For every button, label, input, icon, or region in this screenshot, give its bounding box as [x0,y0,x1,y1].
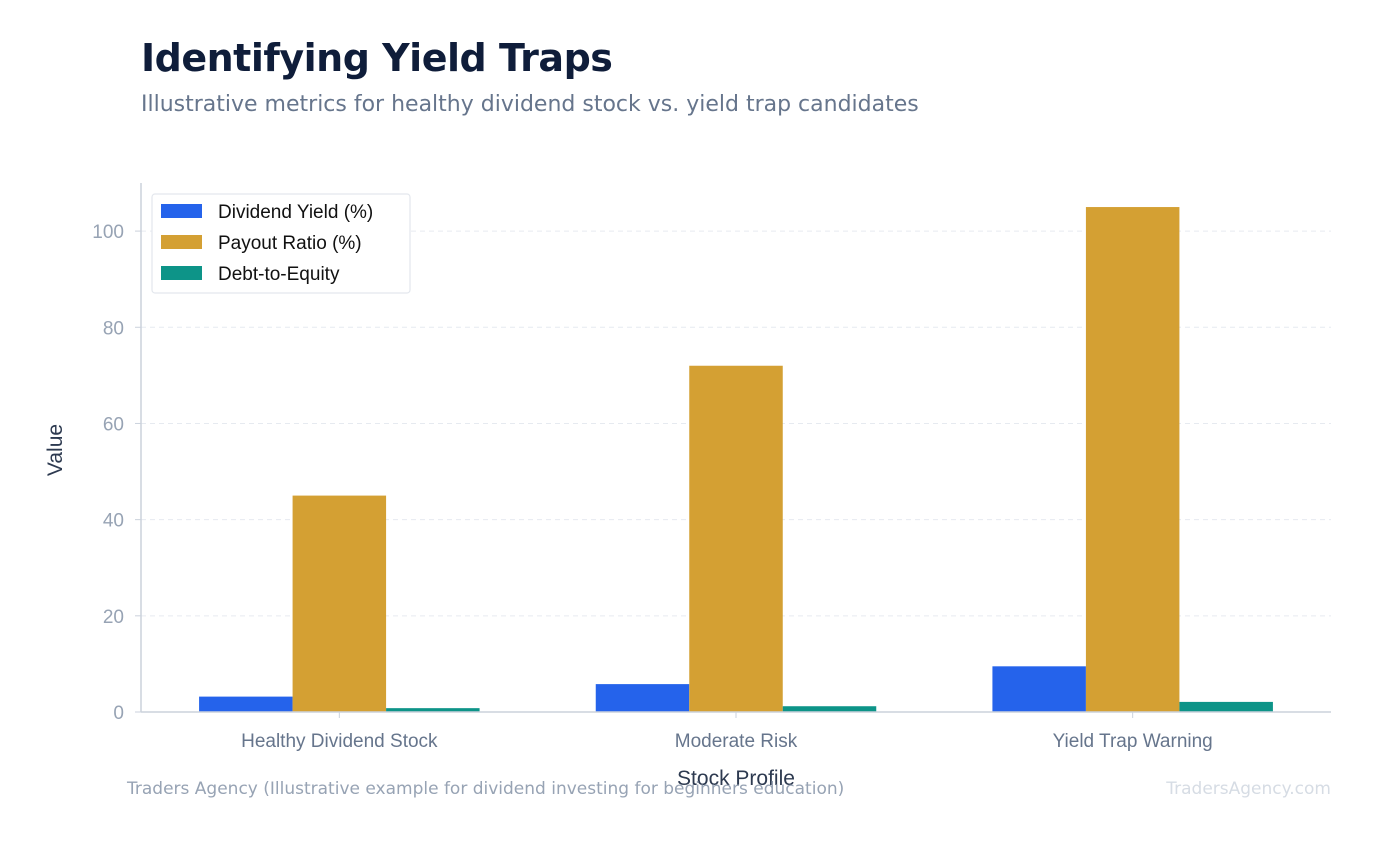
y-tick-label: 80 [103,318,124,339]
legend-swatch [161,266,202,280]
y-axis-label: Value [44,424,67,476]
y-tick-label: 100 [92,222,124,243]
x-tick-label: Healthy Dividend Stock [241,731,438,752]
x-tick-label: Moderate Risk [675,731,798,752]
watermark: TradersAgency.com [1166,779,1331,799]
bar [199,696,293,712]
x-tick-label: Yield Trap Warning [1053,731,1213,752]
bar [992,666,1086,712]
bar [595,684,690,712]
bar [386,708,480,712]
bar [1179,701,1273,712]
bar [689,365,783,712]
legend-label: Payout Ratio (%) [218,233,362,254]
legend: Dividend Yield (%) Payout Ratio (%) Debt-t… [151,193,411,294]
legend-swatch [161,204,202,218]
source-note: Traders Agency (Illustrative example for… [127,779,845,799]
y-tick-label: 40 [103,511,124,532]
legend-label: Debt-to-Equity [218,264,340,285]
x-ticks: Healthy Dividend Stock Moderate Risk Yield… [241,712,1213,752]
bar [782,706,877,712]
x-axis-label: Stock Profile [677,767,795,790]
y-tick-label: 0 [113,703,124,724]
chart-title: Identifying Yield Traps [141,36,613,80]
bar [292,495,387,712]
legend-label: Dividend Yield (%) [218,202,373,223]
bar [1085,207,1180,712]
chart-subtitle: Illustrative metrics for healthy dividen… [141,92,919,117]
y-ticks: 0 20 40 60 80 100 [92,222,141,724]
legend-box [151,193,411,294]
y-tick-label: 60 [103,414,124,435]
y-tick-label: 20 [103,607,124,628]
legend-swatch [161,235,202,249]
bars [199,207,1273,712]
